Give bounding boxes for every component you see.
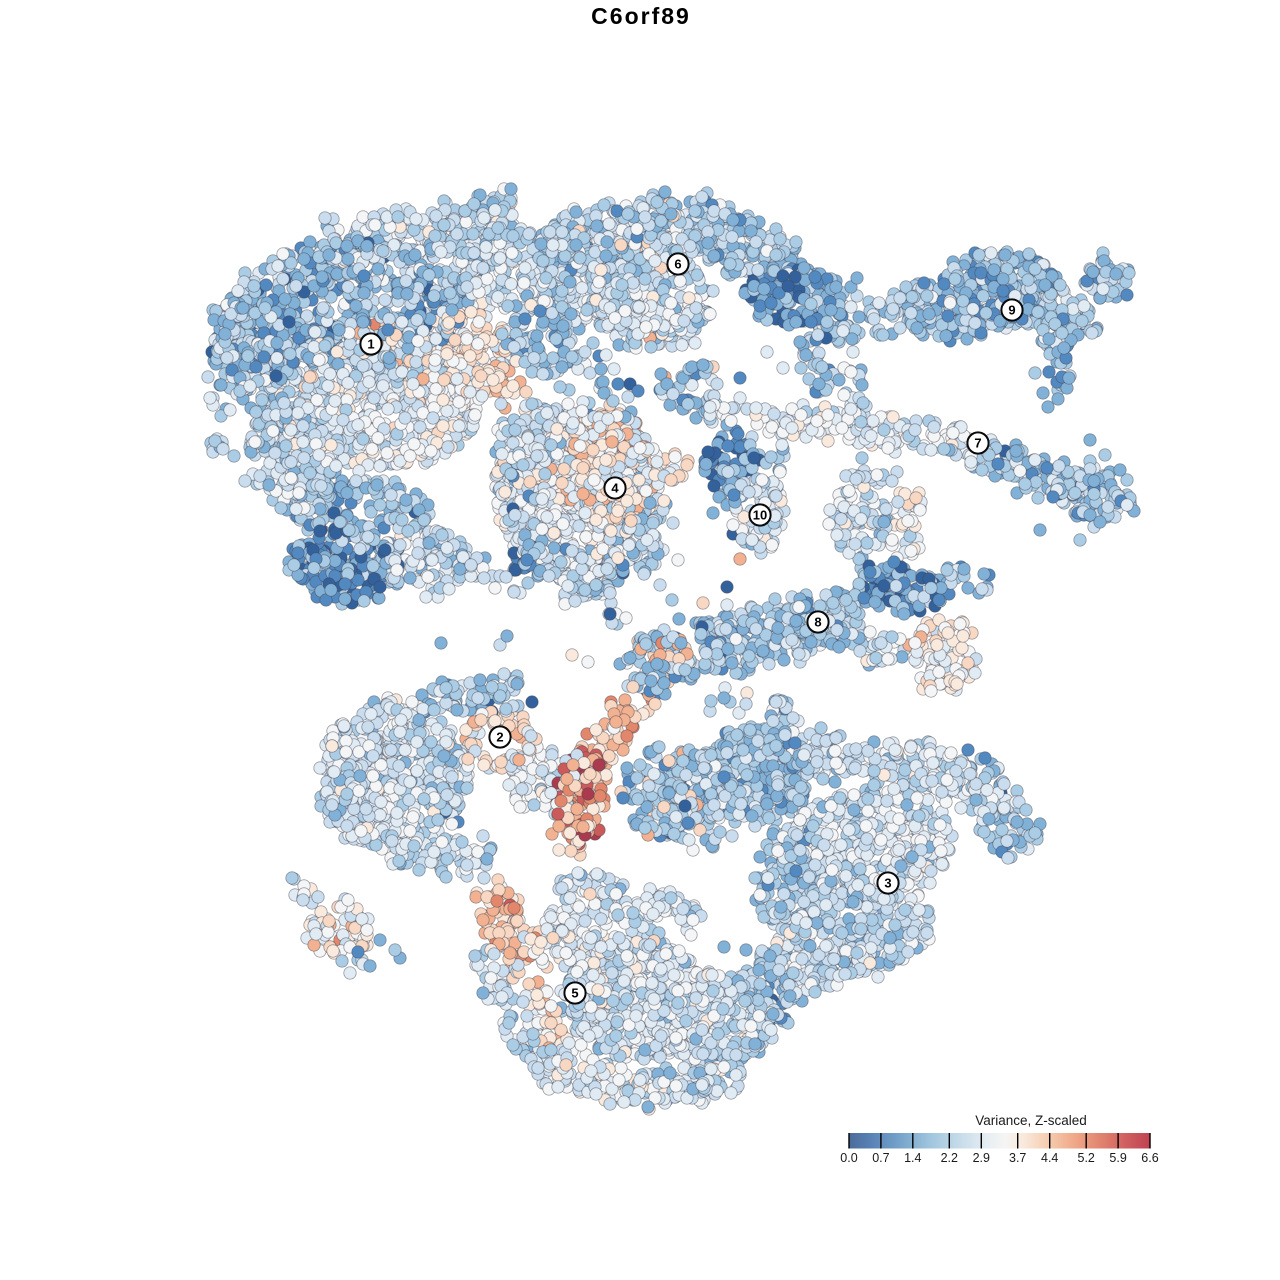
svg-text:C6orf89: C6orf89 (591, 3, 691, 29)
